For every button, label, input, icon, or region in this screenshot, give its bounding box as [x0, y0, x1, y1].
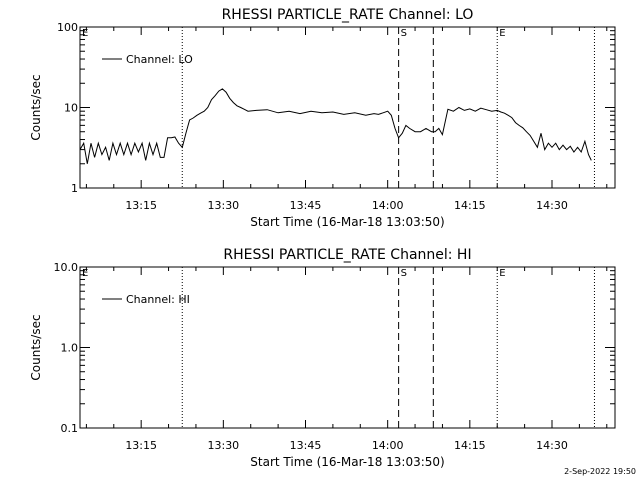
- x-tick-label: 13:45: [290, 199, 322, 212]
- chart-title: RHESSI PARTICLE_RATE Channel: HI: [223, 247, 471, 263]
- x-tick-label: 13:30: [207, 439, 239, 452]
- panel-lo-channel: RHESSI PARTICLE_RATE Channel: LO Counts/s…: [29, 7, 616, 229]
- y-tick-label: 1: [71, 182, 78, 195]
- y-tick-label: 10.0: [54, 261, 79, 274]
- y-tick-label: 10: [64, 102, 78, 115]
- x-axis-label: Start Time (16-Mar-18 13:03:50): [250, 215, 444, 229]
- y-axis-label: Counts/sec: [29, 74, 43, 140]
- x-tick-label: 13:45: [290, 439, 322, 452]
- plot-frame: [79, 266, 616, 429]
- x-tick-label: 14:15: [454, 439, 486, 452]
- plot-frame: [79, 26, 616, 189]
- x-tick-label: 13:15: [125, 199, 157, 212]
- y-tick-label: 1.0: [61, 342, 79, 355]
- corner-marker-label: E: [82, 268, 88, 279]
- x-tick-label: 14:30: [536, 439, 568, 452]
- x-tick-label: 14:30: [536, 199, 568, 212]
- x-tick-label: 14:15: [454, 199, 486, 212]
- event-marker-label: S: [401, 268, 407, 279]
- x-tick-label: 13:15: [125, 439, 157, 452]
- y-tick-label: 0.1: [61, 422, 79, 435]
- x-tick-label: 14:00: [372, 199, 404, 212]
- y-axis-label: Counts/sec: [29, 314, 43, 380]
- chart-title: RHESSI PARTICLE_RATE Channel: LO: [222, 7, 474, 23]
- x-tick-label: 13:30: [207, 199, 239, 212]
- panel-hi-channel: RHESSI PARTICLE_RATE Channel: HI Counts/s…: [29, 247, 616, 469]
- x-tick-label: 14:00: [372, 439, 404, 452]
- footer-timestamp: 2-Sep-2022 19:50: [564, 467, 636, 476]
- y-tick-label: 100: [57, 21, 78, 34]
- corner-marker-label: E: [82, 28, 88, 39]
- series-line-lo: [79, 88, 592, 164]
- x-axis-label: Start Time (16-Mar-18 13:03:50): [250, 455, 444, 469]
- event-marker-label: E: [499, 28, 505, 39]
- event-marker-label: S: [401, 28, 407, 39]
- event-marker-label: E: [499, 268, 505, 279]
- legend-entry-label: Channel: LO: [126, 53, 193, 66]
- legend-entry-label: Channel: HI: [126, 293, 190, 306]
